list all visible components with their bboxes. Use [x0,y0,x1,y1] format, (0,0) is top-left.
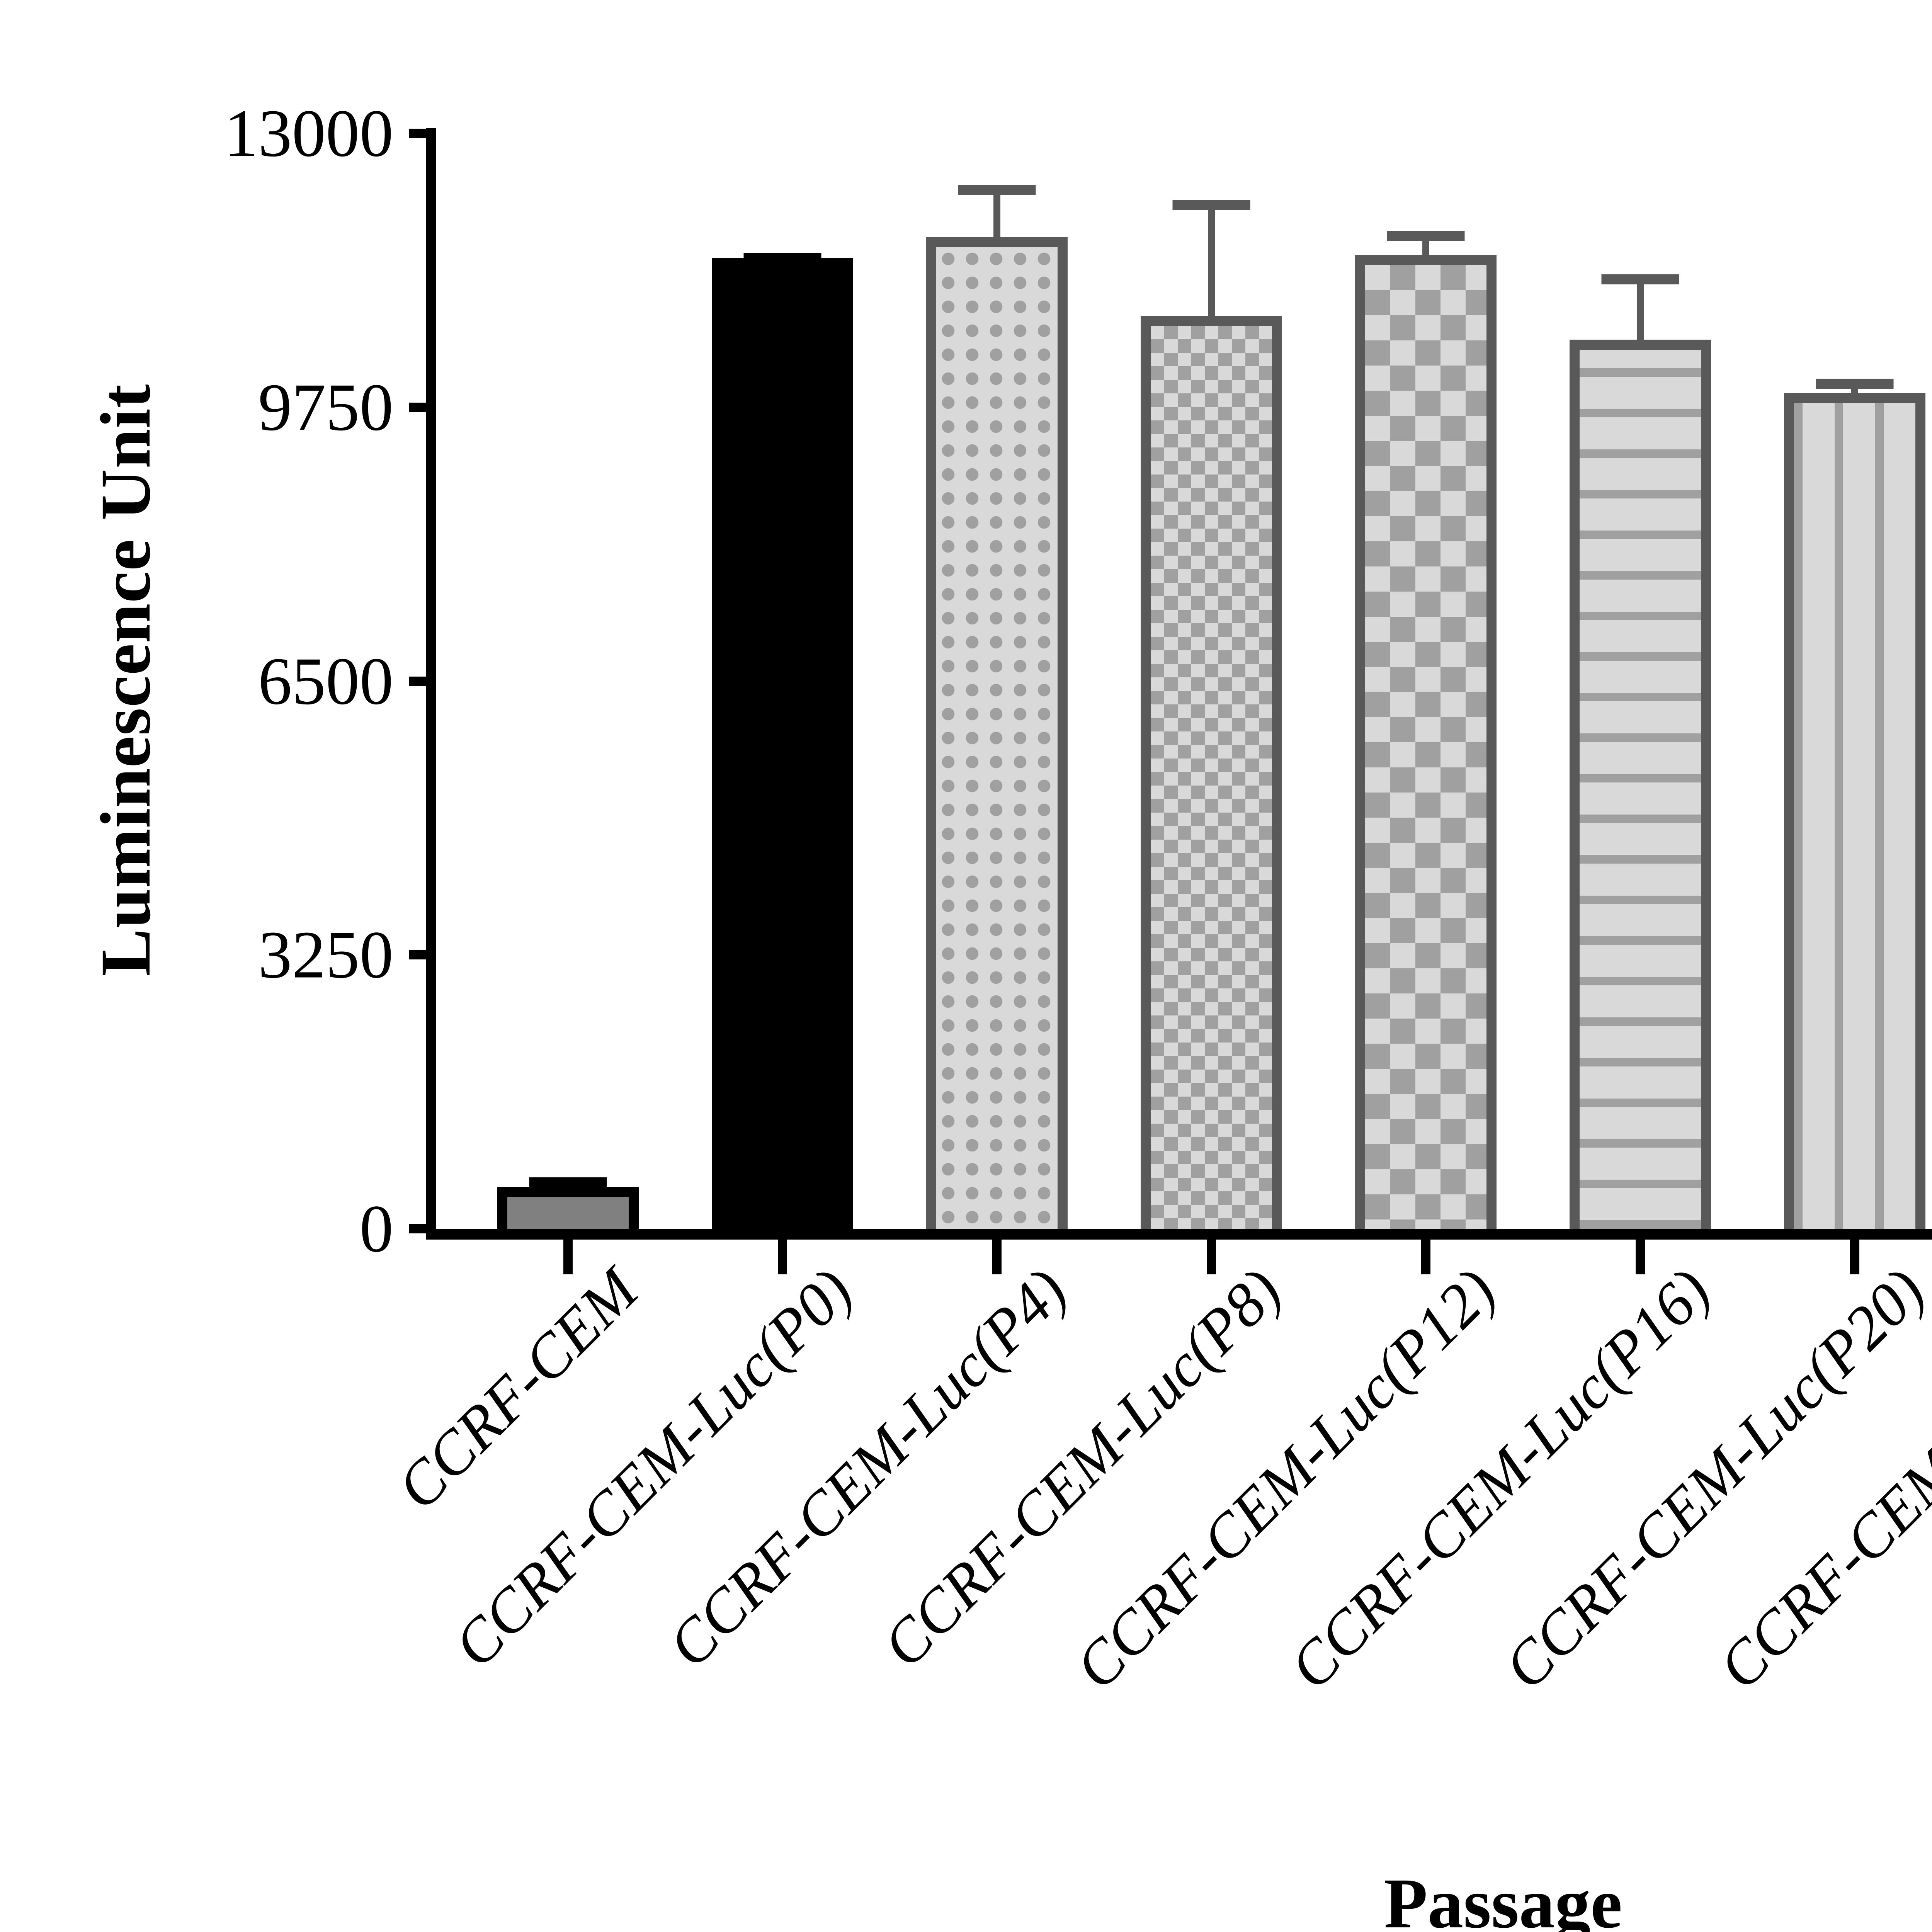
x-axis-spine [426,1229,1932,1240]
error-bar-cap [958,185,1036,195]
error-bar [958,185,1036,237]
bar [712,257,853,1229]
error-bar [1172,200,1250,316]
error-bar-cap [1172,200,1250,210]
error-bar-cap [1387,231,1465,241]
x-axis-category-label: CCRF-CEM-Luc(P8) [869,1255,1294,1680]
y-axis-tick [409,1224,436,1233]
plot-area: 0 3250 6500 9750 13000 [224,99,1932,1274]
y-axis-tick-label: 6500 [258,643,393,718]
x-axis-tick [1850,1240,1859,1274]
error-bar [1387,231,1465,255]
y-axis-tick [409,129,436,138]
error-bar [529,1177,607,1187]
error-bar [1816,378,1894,393]
x-axis-tick [778,1240,787,1274]
y-axis-tick [409,950,436,960]
x-axis-category-label: CCRF-CEM-Luc(P20) [1491,1255,1932,1702]
x-axis-category-label: CCRF-CEM-Luc(P16) [1276,1255,1723,1702]
error-bar-cap [743,252,821,263]
x-axis-tick [1636,1240,1645,1274]
bar [497,1187,639,1229]
error-bar-cap [529,1177,607,1187]
x-axis-tick [563,1240,573,1274]
bar [1784,393,1925,1229]
bar [1570,340,1711,1229]
error-bar-cap [1816,378,1894,389]
error-bar [743,252,821,263]
x-axis-category-label: CCRF-CEM-Luc(P0) [440,1255,866,1680]
x-axis-category-label: CCRF-CEM-Luc(P12) [1062,1255,1509,1702]
y-axis-tick [409,676,436,686]
y-axis-tick-label: 9750 [258,369,393,445]
error-bar-cap [1601,274,1679,285]
x-axis-tick [1421,1240,1430,1274]
y-axis-title: Luminescence Unit [86,384,165,976]
bar [1141,316,1282,1229]
y-axis-tick-label: 0 [359,1191,394,1266]
x-axis-tick [1207,1240,1216,1274]
bar [926,237,1068,1229]
bar [1355,255,1497,1229]
y-axis-tick-label: 3250 [258,917,393,992]
error-bar [1601,274,1679,340]
y-axis-tick-label: 13000 [224,95,394,171]
x-axis-title: Passage [1384,1864,1622,1932]
x-axis-tick [992,1240,1002,1274]
x-axis-category-label: CCRF-CEM-Luc(P4) [655,1255,1080,1680]
y-axis-tick [409,402,436,412]
